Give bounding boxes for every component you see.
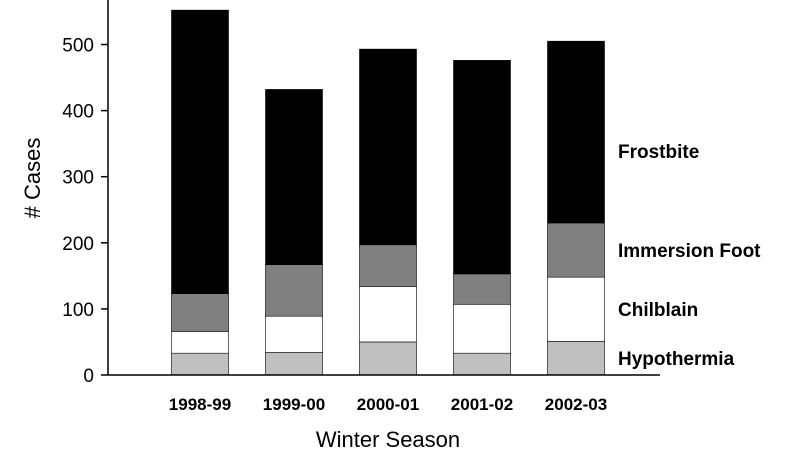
bars-group (171, 9, 605, 376)
x-tick-label: 2000-01 (357, 395, 419, 414)
bar-segment-frostbite (547, 40, 605, 224)
bar-segment-chilblain (359, 286, 417, 343)
bar-segment-frostbite (453, 60, 511, 275)
x-tick-label: 1999-00 (263, 395, 325, 414)
bar-segment-hypothermia (171, 352, 229, 376)
x-axis-title: Winter Season (316, 427, 460, 452)
bar-segment-chilblain (171, 331, 229, 354)
series-label-immersion-foot: Immersion Foot (618, 241, 761, 262)
bar-segment-immersion-foot (359, 244, 417, 287)
bar-segment-immersion-foot (171, 293, 229, 332)
bar-segment-chilblain (453, 303, 511, 354)
y-axis-title: # Cases (20, 138, 45, 219)
bar-segment-hypothermia (265, 352, 323, 376)
series-labels-group: Hypothermia Chilblain Immersion Foot Frostb… (618, 142, 761, 370)
bar-segment-hypothermia (547, 340, 605, 376)
bar-segment-hypothermia (359, 341, 417, 376)
bar-segment-frostbite (265, 89, 323, 265)
x-tick-label: 2001-02 (451, 395, 513, 414)
y-ticks-group: 0 100 200 300 400 500 (62, 36, 108, 387)
series-label-chilblain: Chilblain (618, 300, 698, 321)
y-tick-label: 200 (62, 234, 94, 255)
x-tick-labels-group: 1998-99 1999-00 2000-01 2001-02 2002-03 (169, 395, 607, 414)
bar-segment-immersion-foot (547, 222, 605, 278)
series-label-frostbite: Frostbite (618, 142, 699, 163)
x-tick-label: 1998-99 (169, 395, 231, 414)
bar-segment-frostbite (359, 48, 417, 246)
bar-segment-chilblain (265, 315, 323, 353)
y-tick-label: 0 (83, 366, 94, 387)
y-tick-label: 300 (62, 168, 94, 189)
y-tick-label: 100 (62, 300, 94, 321)
bar-segment-immersion-foot (265, 264, 323, 317)
bar-segment-immersion-foot (453, 273, 511, 305)
x-tick-label: 2002-03 (545, 395, 607, 414)
y-tick-label: 400 (62, 102, 94, 123)
y-tick-label: 500 (62, 36, 94, 57)
bar-segment-chilblain (547, 276, 605, 342)
series-label-hypothermia: Hypothermia (618, 349, 735, 370)
bar-segment-hypothermia (453, 352, 511, 376)
bar-segment-frostbite (171, 9, 229, 294)
